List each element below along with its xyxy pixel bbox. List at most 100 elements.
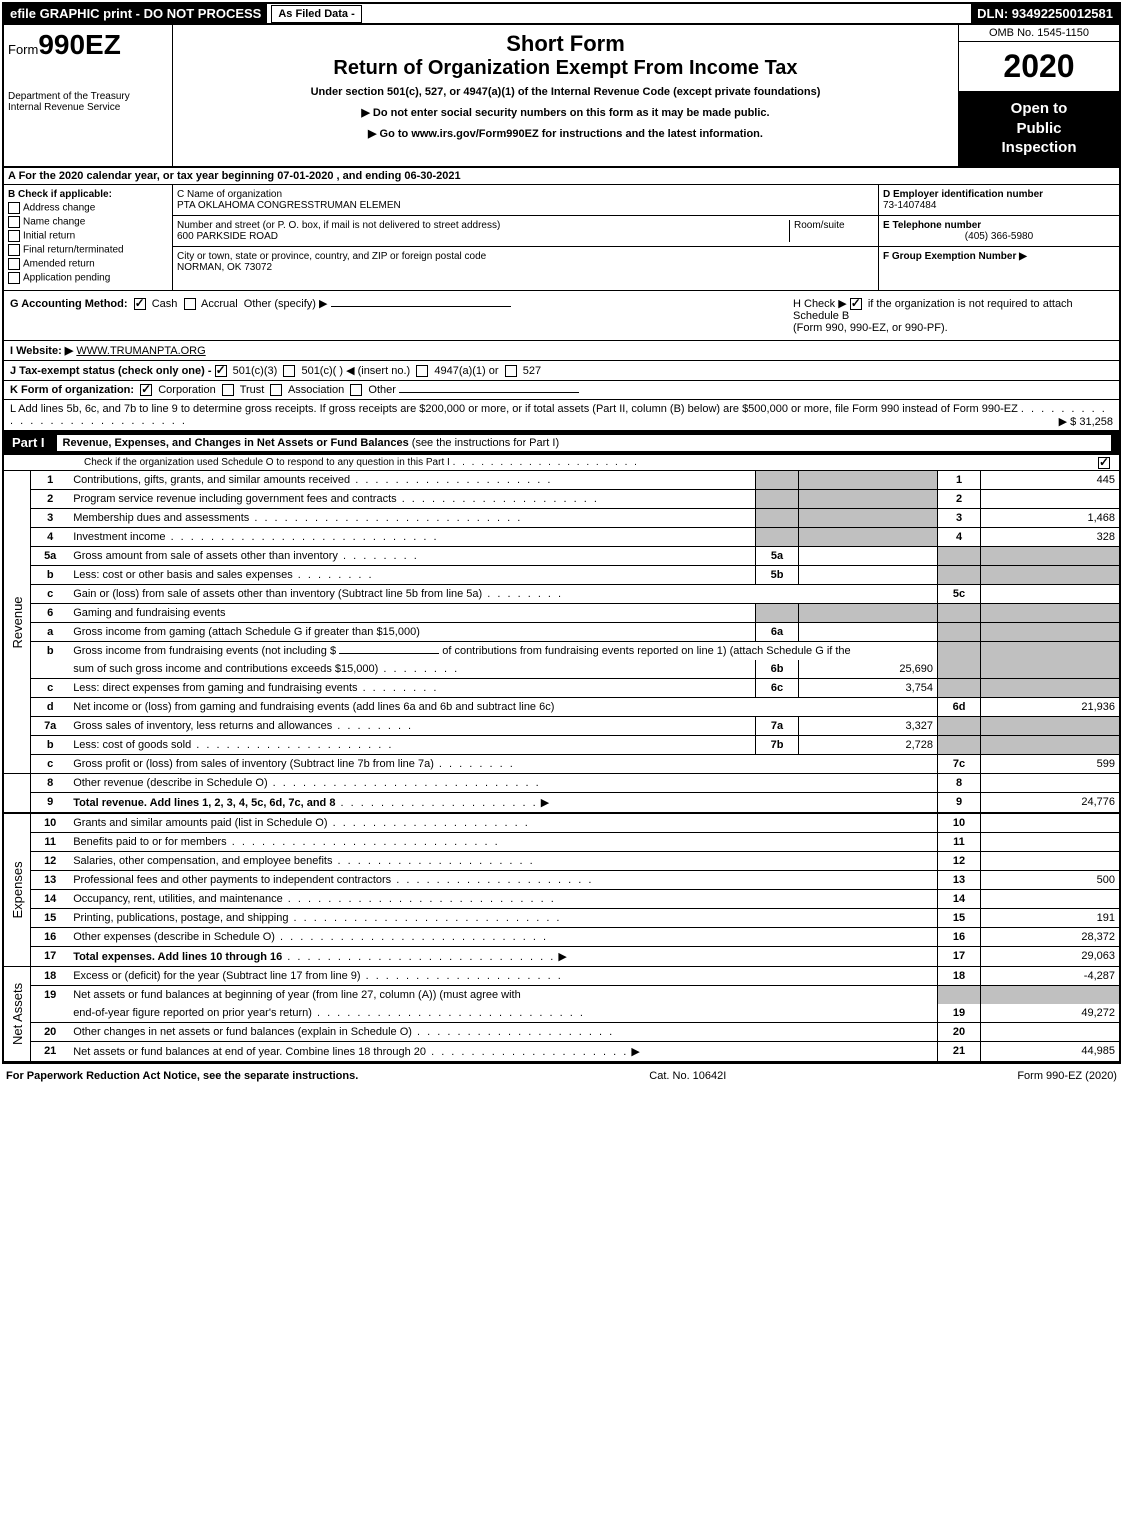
check-501c3[interactable]	[215, 365, 227, 377]
l14-endnum: 14	[938, 889, 981, 908]
other-method-line[interactable]	[331, 306, 511, 307]
line-7b: b Less: cost of goods sold 7b 2,728	[4, 735, 1119, 754]
l9-dots	[335, 797, 537, 809]
l7b-midval: 2,728	[799, 735, 938, 754]
l16-dots	[275, 931, 548, 943]
col-g: G Accounting Method: Cash Accrual Other …	[4, 291, 787, 340]
l6b-midnum: 6b	[756, 660, 799, 679]
l11-endnum: 11	[938, 832, 981, 851]
check-corp[interactable]	[140, 384, 152, 396]
k-label: K Form of organization:	[10, 384, 134, 396]
check-other-org[interactable]	[350, 384, 362, 396]
label-501c: 501(c)( ) ◀ (insert no.)	[301, 365, 410, 377]
l6c-dots	[358, 682, 439, 694]
l5a-dots	[338, 550, 419, 562]
l6b-midval: 25,690	[799, 660, 938, 679]
j-label: J Tax-exempt status (check only one) -	[10, 365, 215, 377]
dept-treasury: Department of the Treasury	[8, 91, 168, 102]
l1-desc: Contributions, gifts, grants, and simila…	[73, 474, 350, 486]
check-accrual[interactable]	[184, 298, 196, 310]
l12-desc: Salaries, other compensation, and employ…	[73, 855, 332, 867]
check-527[interactable]	[505, 365, 517, 377]
l7b-dots	[191, 739, 393, 751]
l6c-desc: Less: direct expenses from gaming and fu…	[73, 682, 357, 694]
l7b-midnum: 7b	[756, 735, 799, 754]
l6a-desc: Gross income from gaming (attach Schedul…	[69, 622, 755, 641]
check-assoc[interactable]	[270, 384, 282, 396]
check-name[interactable]	[8, 216, 20, 228]
col-b-checkboxes: B Check if applicable: Address change Na…	[4, 185, 173, 290]
l15-endnum: 15	[938, 908, 981, 927]
l7a-num: 7a	[31, 716, 70, 735]
check-trust[interactable]	[222, 384, 234, 396]
check-application[interactable]	[8, 272, 20, 284]
l17-endnum: 17	[938, 946, 981, 966]
l4-dots	[166, 531, 439, 543]
l6-desc: Gaming and fundraising events	[69, 603, 755, 622]
l7b-desc: Less: cost of goods sold	[73, 739, 191, 751]
l9-endnum: 9	[938, 792, 981, 813]
l18-num: 18	[31, 966, 70, 985]
other-org-line[interactable]	[399, 392, 579, 393]
check-501c[interactable]	[283, 365, 295, 377]
col-c-org-info: C Name of organization PTA OKLAHOMA CONG…	[173, 185, 878, 290]
footer-left: For Paperwork Reduction Act Notice, see …	[6, 1070, 358, 1082]
part1-title: Revenue, Expenses, and Changes in Net As…	[57, 435, 1111, 451]
line-2: 2 Program service revenue including gove…	[4, 489, 1119, 508]
line-9: 9 Total revenue. Add lines 1, 2, 3, 4, 5…	[4, 792, 1119, 813]
label-initial-return: Initial return	[23, 230, 75, 241]
top-left: efile GRAPHIC print - DO NOT PROCESS As …	[4, 4, 362, 23]
l5b-midnum: 5b	[756, 565, 799, 584]
l20-endval	[981, 1022, 1120, 1041]
l4-desc: Investment income	[73, 531, 165, 543]
l19-desc1: Net assets or fund balances at beginning…	[69, 985, 937, 1004]
return-title: Return of Organization Exempt From Incom…	[179, 57, 952, 80]
check-schedule-o[interactable]	[1098, 457, 1110, 469]
l1-endnum: 1	[938, 471, 981, 490]
check-final[interactable]	[8, 244, 20, 256]
line-7c: c Gross profit or (loss) from sales of i…	[4, 754, 1119, 773]
l9-endval: 24,776	[981, 792, 1120, 813]
check-address[interactable]	[8, 202, 20, 214]
line-11: 11 Benefits paid to or for members 11	[4, 832, 1119, 851]
l6b-blank[interactable]	[339, 653, 439, 654]
l6c-midval: 3,754	[799, 678, 938, 697]
tax-year: 2020	[959, 42, 1119, 91]
irs-label: Internal Revenue Service	[8, 102, 168, 113]
line-16: 16 Other expenses (describe in Schedule …	[4, 927, 1119, 946]
part1-sub-text: Check if the organization used Schedule …	[84, 457, 450, 468]
l20-num: 20	[31, 1022, 70, 1041]
l16-desc: Other expenses (describe in Schedule O)	[73, 931, 275, 943]
e-phone-label: E Telephone number	[883, 220, 1115, 231]
check-initial[interactable]	[8, 230, 20, 242]
check-4947[interactable]	[416, 365, 428, 377]
l21-dots	[426, 1046, 628, 1058]
l3-endval: 1,468	[981, 508, 1120, 527]
i-website-value[interactable]: WWW.TRUMANPTA.ORG	[76, 345, 205, 357]
l7a-desc: Gross sales of inventory, less returns a…	[73, 720, 332, 732]
l19-endval: 49,272	[981, 1004, 1120, 1023]
l6d-num: d	[31, 697, 70, 716]
side-expenses: Expenses	[4, 813, 31, 967]
line-5c: c Gain or (loss) from sale of assets oth…	[4, 584, 1119, 603]
line-6b-1: b Gross income from fundraising events (…	[4, 641, 1119, 660]
check-cash[interactable]	[134, 298, 146, 310]
l1-endval: 445	[981, 471, 1120, 490]
l11-dots	[227, 836, 500, 848]
l5a-midval	[799, 546, 938, 565]
check-schedule-b[interactable]	[850, 298, 862, 310]
l6-num: 6	[31, 603, 70, 622]
line-8: 8 Other revenue (describe in Schedule O)…	[4, 773, 1119, 792]
l1-dots	[350, 474, 552, 486]
label-4947: 4947(a)(1) or	[434, 365, 498, 377]
l5a-midnum: 5a	[756, 546, 799, 565]
l18-endnum: 18	[938, 966, 981, 985]
l15-desc: Printing, publications, postage, and shi…	[73, 912, 288, 924]
check-amended[interactable]	[8, 258, 20, 270]
l5c-endval	[981, 584, 1120, 603]
footer-mid: Cat. No. 10642I	[649, 1070, 726, 1082]
e-phone-value: (405) 366-5980	[883, 231, 1115, 242]
g-label: G Accounting Method:	[10, 298, 128, 310]
l1-num: 1	[31, 471, 70, 490]
l4-endnum: 4	[938, 527, 981, 546]
